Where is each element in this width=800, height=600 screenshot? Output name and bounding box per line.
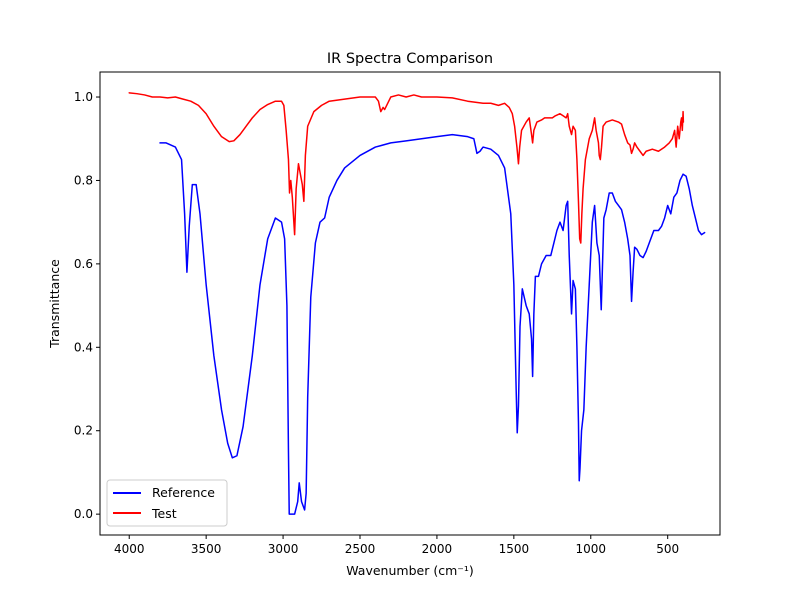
y-axis: 0.0 0.2 0.4 0.6 0.8 1.0 <box>74 90 100 521</box>
y-tick-label: 0.0 <box>74 507 93 521</box>
legend-label-reference: Reference <box>152 485 215 500</box>
x-tick-label: 2000 <box>422 542 453 556</box>
legend: Reference Test <box>106 479 228 527</box>
x-tick-label: 1000 <box>575 542 606 556</box>
y-tick-label: 0.8 <box>74 173 93 187</box>
x-axis: 4000 3500 3000 2500 2000 1500 1000 500 <box>114 535 679 556</box>
plot-area <box>99 71 721 536</box>
legend-label-test: Test <box>151 506 177 521</box>
y-axis-label: Transmittance <box>47 259 62 349</box>
series-line-reference <box>159 133 706 515</box>
x-tick-label: 2500 <box>345 542 376 556</box>
x-tick-label: 4000 <box>114 542 145 556</box>
y-tick-label: 1.0 <box>74 90 93 104</box>
legend-box <box>106 479 228 527</box>
series-line-test <box>128 92 685 244</box>
y-tick-label: 0.4 <box>74 340 93 354</box>
x-tick-label: 500 <box>656 542 679 556</box>
axes-frame <box>99 71 721 536</box>
y-tick-label: 0.6 <box>74 257 93 271</box>
series-layer <box>128 92 706 515</box>
x-tick-label: 3500 <box>191 542 222 556</box>
x-tick-label: 3000 <box>268 542 299 556</box>
y-tick-label: 0.2 <box>74 424 93 438</box>
chart-title: IR Spectra Comparison <box>327 51 493 67</box>
x-tick-label: 1500 <box>499 542 530 556</box>
x-axis-label: Wavenumber (cm⁻¹) <box>346 563 473 578</box>
